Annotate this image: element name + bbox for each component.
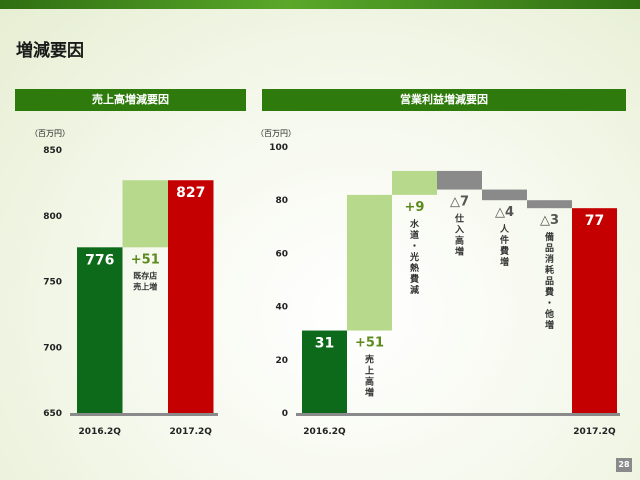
profit-data-label-end: 77 [585,213,604,229]
sales-x-label-end: 2017.2Q [170,427,213,437]
sales-data-label-end: 827 [176,185,205,201]
profit-sublabel-char-sales: 上 [365,365,374,377]
profit-sublabel-char-utilities: 費 [410,273,419,285]
profit-sublabel-char-supplies: 消 [545,253,554,265]
sales-data-label-start: 776 [85,252,114,268]
profit-bar-sales [347,194,392,331]
sales-ytick-label: 650 [43,409,62,419]
profit-sublabel-char-supplies: 増 [545,319,554,331]
sales-chart-title: 売上高増減要因 [15,89,246,111]
profit-sublabel-char-labor: 人 [499,223,510,235]
sales-sublabel-existing: 売上増 [133,281,157,291]
sales-x-axis-baseline [70,413,218,416]
sales-bar-existing [122,180,168,248]
profit-sublabel-char-labor: 増 [500,256,509,268]
profit-sublabel-char-sales: 増 [365,387,374,399]
profit-data-label-sales: +51 [355,336,384,351]
profit-x-axis-baseline [296,413,620,416]
profit-ytick-label: 100 [269,143,288,153]
sales-unit-label: （百万円） [30,129,70,138]
sales-x-label-start: 2016.2Q [79,427,122,437]
profit-bar-supplies [527,200,572,209]
sales-bar-start [77,247,123,413]
profit-bar-rent [437,170,482,190]
profit-sublabel-char-supplies: 費 [545,286,554,298]
profit-x-label-start: 2016.2Q [303,427,346,437]
sales-ytick-label: 700 [43,343,62,353]
profit-sublabel-char-utilities: 光 [409,251,419,263]
profit-sublabel-char-utilities: 減 [410,284,419,296]
profit-sublabel-char-sales: 高 [365,376,374,388]
profit-sublabel-char-rent: 高 [455,235,464,247]
profit-bar-labor [482,189,527,201]
profit-sublabel-char-supplies: 備 [545,231,554,243]
sales-data-label-existing: +51 [131,252,160,267]
profit-sublabel-char-supplies: 品 [545,243,554,254]
profit-bar-utilities [392,170,437,195]
profit-ytick-label: 0 [282,409,288,419]
profit-data-label-rent: △7 [450,195,469,210]
profit-sublabel-char-utilities: 熱 [410,262,419,274]
profit-data-label-supplies: △3 [540,213,559,228]
profit-sublabel-char-rent: 仕 [454,213,464,225]
profit-sublabel-char-supplies: 他 [544,308,554,320]
sales-ytick-label: 850 [43,146,62,156]
profit-sublabel-char-sales: 売 [365,354,374,366]
profit-sublabel-char-utilities: 道 [410,229,419,241]
profit-ytick-label: 80 [275,196,288,206]
profit-ytick-label: 20 [275,356,288,366]
page-number: 28 [616,458,632,472]
sales-ytick-label: 800 [43,212,62,222]
sales-ytick-label: 750 [43,278,62,288]
profit-x-label-end: 2017.2Q [573,427,616,437]
profit-data-label-utilities: +9 [405,200,425,215]
profit-bar-end [572,208,617,413]
top-accent-bar [0,0,640,9]
profit-data-label-labor: △4 [495,205,514,220]
profit-sublabel-char-rent: 増 [455,246,464,258]
profit-sublabel-char-rent: 入 [454,225,464,236]
profit-ytick-label: 40 [275,303,288,313]
profit-bar-start [302,330,347,413]
profit-sublabel-char-supplies: 耗 [545,264,554,276]
profit-sublabel-char-supplies: ・ [545,299,554,309]
profit-sublabel-char-labor: 件 [500,234,509,246]
profit-sublabel-char-labor: 費 [500,245,509,257]
profit-sublabel-char-utilities: ・ [410,242,419,252]
page-title: 増減要因 [16,41,84,61]
profit-data-label-start: 31 [315,336,334,352]
sales-bar-end [168,180,214,413]
profit-unit-label: （百万円） [256,129,296,138]
profit-sublabel-char-utilities: 水 [410,218,420,230]
sales-sublabel-existing: 既存店 [133,270,157,280]
profit-sublabel-char-supplies: 品 [545,276,554,287]
profit-chart-title: 営業利益増減要因 [262,89,626,111]
profit-ytick-label: 60 [275,249,288,259]
